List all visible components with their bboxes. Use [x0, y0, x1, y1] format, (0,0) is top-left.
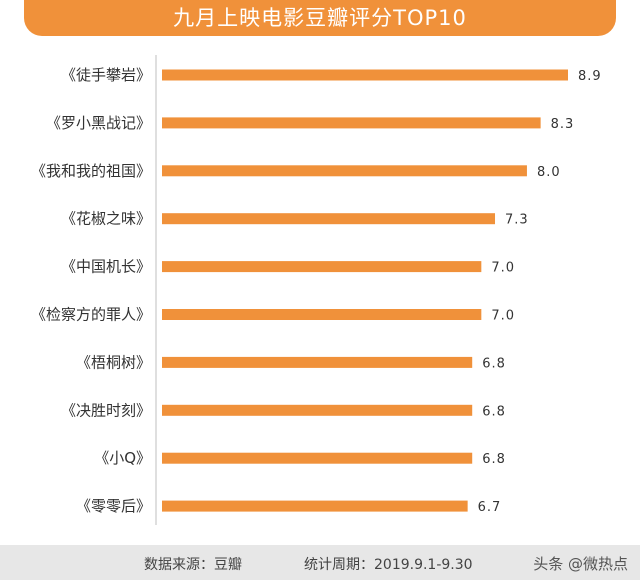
bar	[162, 309, 482, 320]
bar	[162, 356, 473, 368]
bar	[162, 500, 468, 512]
category-label: 《罗小黑战记》	[46, 114, 151, 132]
value-label: 7.0	[491, 261, 515, 276]
category-label: 《决胜时刻》	[61, 401, 151, 419]
bar	[162, 404, 473, 416]
category-label: 《徒手攀岩》	[61, 66, 151, 84]
value-label: 8.9	[578, 69, 602, 84]
value-label: 6.8	[482, 452, 506, 467]
bar-chart: 《徒手攀岩》 8.9 《罗小黑战记》 8.3 《我和我的祖国》 8.0 《花椒之味》 7.3 《…	[31, 55, 602, 525]
bar	[162, 452, 473, 464]
category-label: 《小Q》	[94, 449, 151, 467]
value-label: 8.0	[537, 165, 561, 180]
chart-title: 九月上映电影豆瓣评分TOP10	[24, 0, 616, 36]
category-label: 《中国机长》	[61, 258, 151, 276]
data-source: 数据来源：豆瓣	[144, 557, 242, 573]
footer: 数据来源：豆瓣 统计周期：2019.9.1-9.30 头条 @微热点	[0, 545, 640, 580]
value-label: 8.3	[551, 117, 575, 132]
value-label: 7.3	[505, 213, 529, 228]
bar	[162, 165, 527, 177]
bar	[162, 117, 541, 129]
bar	[162, 213, 496, 225]
data-period: 统计周期：2019.9.1-9.30	[304, 557, 473, 573]
bar	[162, 69, 568, 81]
value-label: 7.0	[491, 309, 515, 324]
category-label: 《检察方的罪人》	[31, 306, 151, 324]
value-label: 6.8	[482, 356, 506, 371]
value-label: 6.7	[478, 500, 502, 515]
category-label: 《花椒之味》	[61, 210, 151, 228]
category-label: 《我和我的祖国》	[31, 162, 151, 180]
bar	[162, 261, 482, 273]
category-label: 《梧桐树》	[76, 353, 151, 371]
watermark: 头条 @微热点	[533, 555, 628, 573]
category-label: 《零零后》	[76, 497, 151, 515]
value-label: 6.8	[482, 404, 506, 419]
